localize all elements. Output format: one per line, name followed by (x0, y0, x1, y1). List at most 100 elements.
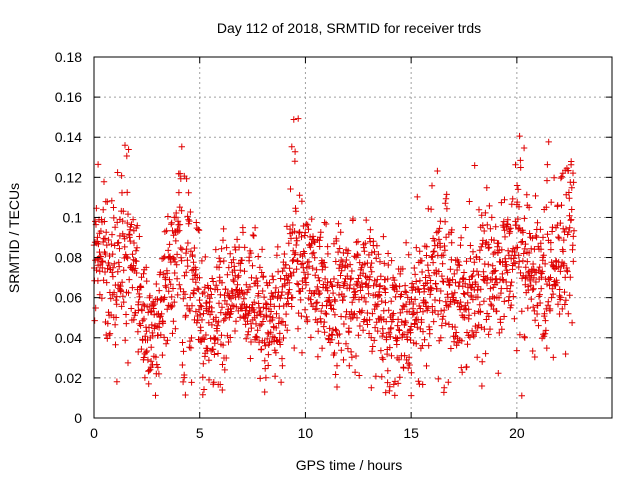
data-point (112, 314, 120, 321)
data-point (543, 177, 551, 184)
data-point (292, 249, 299, 257)
data-point (467, 255, 474, 262)
data-point (292, 208, 300, 215)
data-point (303, 313, 310, 321)
data-point (520, 144, 528, 152)
data-point (284, 327, 291, 334)
data-point (199, 335, 207, 342)
data-point (382, 299, 389, 306)
data-point (359, 327, 367, 334)
data-point (388, 257, 395, 264)
data-point (247, 355, 254, 362)
data-point (434, 311, 442, 318)
data-point (230, 276, 237, 284)
data-point (429, 303, 436, 310)
data-point (439, 313, 447, 320)
data-point (134, 222, 141, 229)
data-point (100, 178, 108, 185)
data-point (539, 234, 547, 241)
data-point (301, 306, 309, 313)
data-point (210, 278, 217, 285)
data-point (423, 252, 430, 259)
data-point (479, 358, 486, 365)
data-point (403, 289, 410, 296)
data-point (479, 237, 487, 244)
data-point (228, 308, 235, 315)
data-point (557, 294, 564, 301)
data-point (148, 321, 155, 329)
data-point (383, 334, 390, 341)
data-points (90, 115, 578, 399)
data-point (452, 279, 459, 286)
data-point (295, 115, 302, 122)
data-point (288, 272, 295, 280)
data-point (123, 320, 130, 327)
data-point (508, 301, 515, 309)
data-point (186, 344, 193, 351)
data-point (180, 348, 187, 355)
data-point (244, 318, 251, 325)
data-point (560, 260, 568, 267)
data-point (463, 363, 470, 371)
data-point (120, 208, 127, 215)
data-point (413, 244, 420, 251)
data-point (517, 157, 524, 164)
data-point (515, 203, 523, 210)
y-tick-label: 0.1 (63, 209, 83, 225)
data-point (341, 280, 348, 287)
data-point (323, 284, 330, 292)
data-point (121, 235, 128, 242)
data-point (324, 243, 331, 250)
data-point (109, 269, 116, 276)
data-point (506, 288, 514, 295)
data-point (243, 335, 250, 342)
data-point (126, 276, 133, 283)
data-point (293, 265, 300, 273)
x-tick-label: 0 (90, 425, 98, 441)
data-point (178, 257, 185, 264)
data-point (282, 321, 289, 329)
data-point (291, 158, 299, 165)
data-point (373, 255, 380, 262)
data-point (228, 302, 236, 309)
data-point (442, 234, 450, 241)
data-point (343, 256, 350, 264)
data-point (111, 224, 119, 231)
data-point (516, 258, 523, 265)
data-point (437, 307, 445, 315)
data-point (501, 196, 508, 203)
data-point (482, 209, 489, 217)
data-point (393, 283, 400, 290)
data-point (418, 268, 426, 276)
data-point (293, 234, 300, 242)
data-point (451, 298, 458, 306)
data-point (200, 360, 207, 367)
data-point (324, 279, 331, 286)
data-point (514, 198, 521, 206)
data-point (529, 235, 536, 242)
data-point (493, 279, 501, 286)
data-point (471, 259, 478, 266)
data-point (214, 322, 221, 329)
data-point (142, 349, 150, 356)
data-point (187, 294, 194, 301)
data-point (356, 372, 363, 379)
data-point (161, 294, 168, 301)
data-point (399, 265, 406, 273)
data-point (528, 295, 535, 303)
data-point (188, 379, 195, 386)
data-point (470, 333, 477, 340)
data-point (529, 260, 537, 268)
data-point (405, 354, 413, 361)
data-point (362, 240, 369, 247)
data-point (309, 233, 317, 240)
data-point (548, 199, 555, 206)
data-point (269, 292, 276, 300)
data-point (214, 336, 221, 344)
data-point (322, 264, 329, 271)
data-point (302, 274, 309, 281)
data-point (298, 261, 305, 268)
data-point (175, 189, 183, 196)
data-point (498, 199, 505, 206)
